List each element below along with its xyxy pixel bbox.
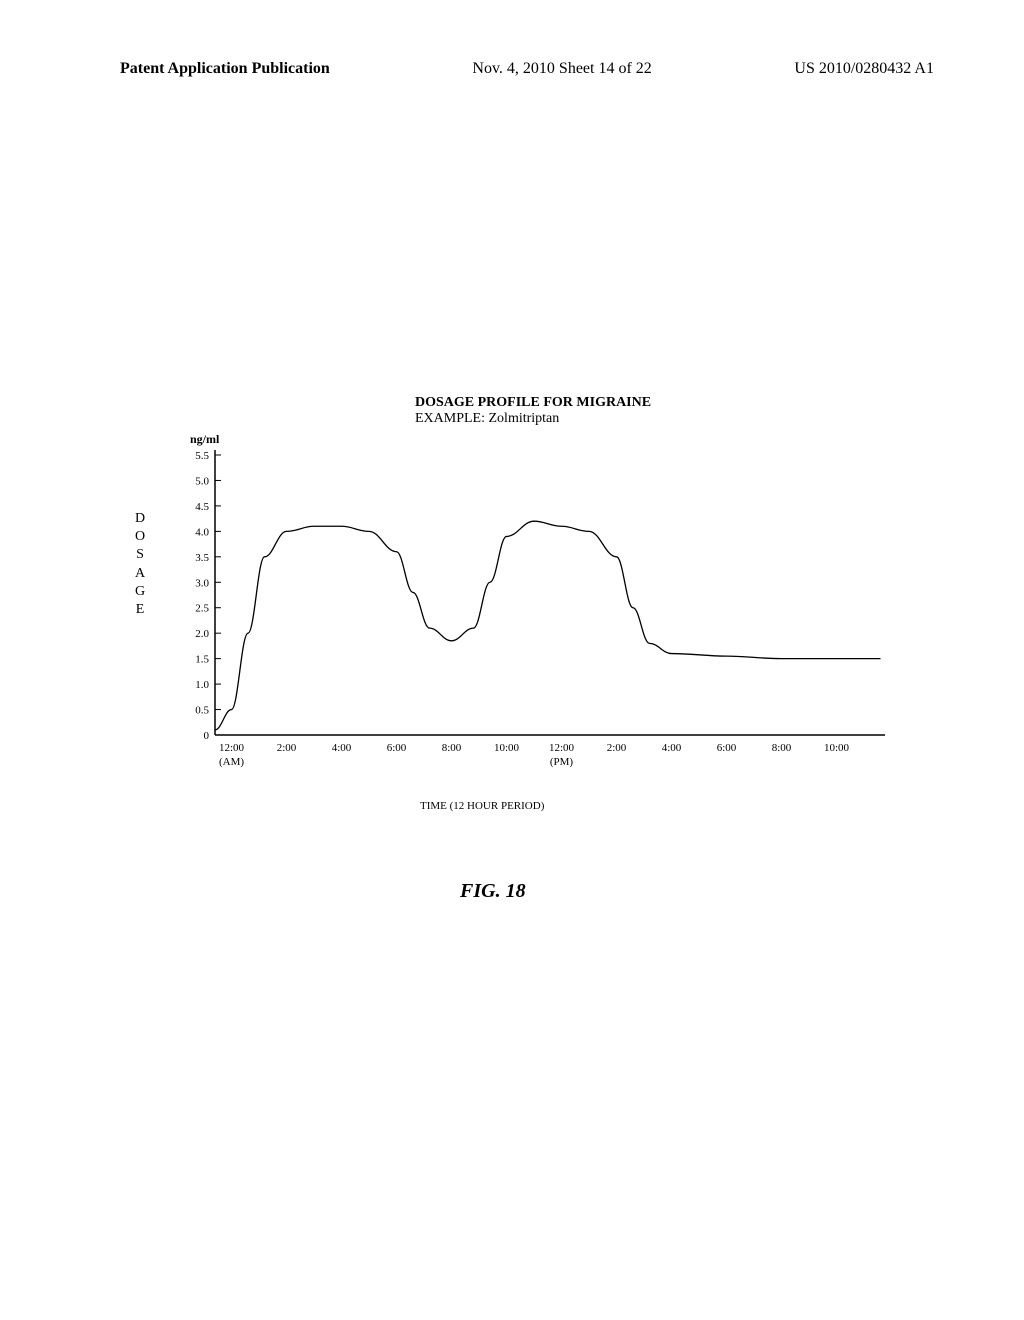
- svg-text:8:00: 8:00: [442, 742, 462, 754]
- svg-text:2.5: 2.5: [195, 603, 209, 615]
- page-header: Patent Application Publication Nov. 4, 2…: [0, 0, 1024, 78]
- svg-text:(AM): (AM): [219, 756, 244, 768]
- svg-text:6:00: 6:00: [717, 742, 737, 754]
- svg-text:10:00: 10:00: [494, 742, 520, 754]
- svg-text:5.5: 5.5: [195, 450, 209, 462]
- svg-text:0.5: 0.5: [195, 705, 209, 717]
- svg-text:4.0: 4.0: [195, 526, 209, 538]
- svg-text:10:00: 10:00: [824, 742, 850, 754]
- svg-text:1.5: 1.5: [195, 654, 209, 666]
- svg-text:8:00: 8:00: [772, 742, 792, 754]
- dosage-chart: 0 0.5 1.0 1.5 2.0 2.5 3.0 3.5 4.0 4.5 5.0 5.5 12:00 (…: [175, 435, 895, 785]
- svg-text:6:00: 6:00: [387, 742, 407, 754]
- x-axis-label: TIME (12 HOUR PERIOD): [420, 800, 544, 812]
- y-axis-label: DOSAGE: [135, 510, 145, 619]
- svg-text:3.5: 3.5: [195, 552, 209, 564]
- header-left: Patent Application Publication: [120, 60, 330, 78]
- header-right: US 2010/0280432 A1: [794, 60, 934, 78]
- svg-text:1.0: 1.0: [195, 679, 209, 691]
- chart-title: DOSAGE PROFILE FOR MIGRAINE: [415, 395, 651, 411]
- svg-text:2:00: 2:00: [607, 742, 627, 754]
- svg-text:12:00: 12:00: [549, 742, 575, 754]
- svg-text:3.0: 3.0: [195, 577, 209, 589]
- svg-text:2:00: 2:00: [277, 742, 297, 754]
- svg-text:(PM): (PM): [550, 756, 574, 768]
- svg-text:12:00: 12:00: [219, 742, 245, 754]
- svg-text:5.0: 5.0: [195, 475, 209, 487]
- svg-text:0: 0: [204, 730, 210, 742]
- figure-label: FIG. 18: [460, 880, 526, 903]
- svg-text:4:00: 4:00: [662, 742, 682, 754]
- chart-container: 0 0.5 1.0 1.5 2.0 2.5 3.0 3.5 4.0 4.5 5.0 5.5 12:00 (…: [175, 435, 895, 785]
- header-center: Nov. 4, 2010 Sheet 14 of 22: [472, 60, 651, 78]
- chart-title-block: DOSAGE PROFILE FOR MIGRAINE EXAMPLE: Zol…: [415, 395, 651, 427]
- svg-text:4:00: 4:00: [332, 742, 352, 754]
- svg-text:4.5: 4.5: [195, 501, 209, 513]
- svg-text:2.0: 2.0: [195, 628, 209, 640]
- chart-subtitle: EXAMPLE: Zolmitriptan: [415, 411, 651, 427]
